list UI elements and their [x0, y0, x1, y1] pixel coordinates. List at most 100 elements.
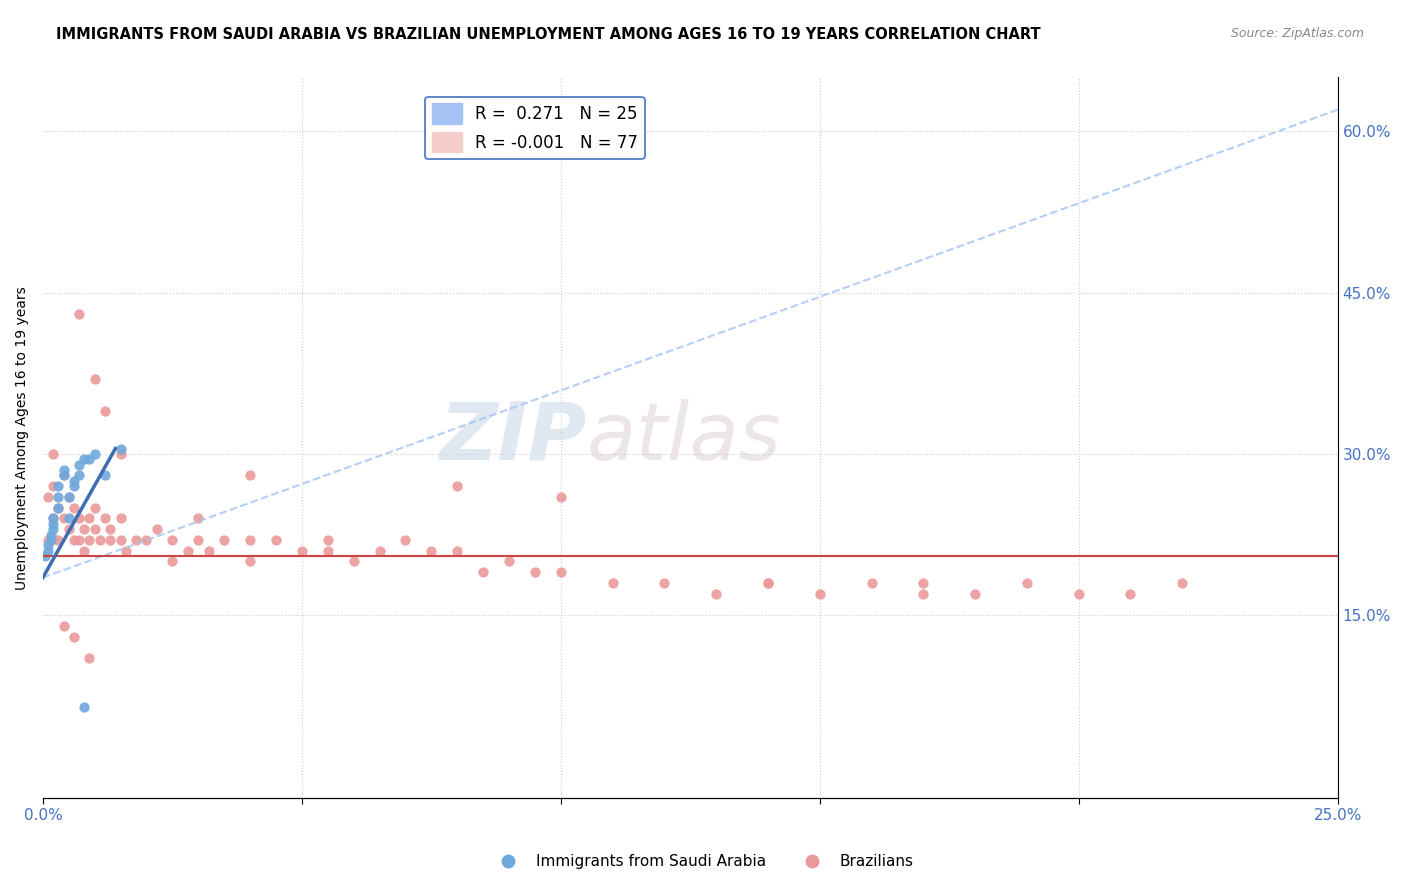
Point — [83, 371, 105, 385]
Point — [187, 511, 209, 525]
Point — [912, 587, 935, 601]
Point — [73, 543, 96, 558]
Point — [52, 463, 75, 477]
Point — [94, 511, 117, 525]
Point — [316, 533, 339, 547]
Point — [39, 533, 62, 547]
Point — [37, 543, 59, 558]
Point — [67, 458, 90, 472]
Point — [420, 543, 443, 558]
Point — [42, 522, 65, 536]
Point — [63, 533, 86, 547]
Point — [187, 533, 209, 547]
Point — [79, 511, 101, 525]
Text: atlas: atlas — [586, 399, 782, 476]
Point — [446, 479, 468, 493]
Point — [239, 554, 262, 568]
Point — [67, 533, 90, 547]
Point — [58, 490, 80, 504]
Point — [602, 576, 624, 591]
Point — [860, 576, 883, 591]
Point — [394, 533, 416, 547]
Point — [48, 500, 70, 515]
Point — [135, 533, 157, 547]
Point — [83, 522, 105, 536]
Point — [67, 511, 90, 525]
Point — [94, 404, 117, 418]
Point — [52, 468, 75, 483]
Point — [89, 533, 111, 547]
Legend: R =  0.271   N = 25, R = -0.001   N = 77: R = 0.271 N = 25, R = -0.001 N = 77 — [425, 96, 645, 159]
Point — [965, 587, 987, 601]
Point — [34, 549, 56, 563]
Point — [654, 576, 676, 591]
Point — [73, 452, 96, 467]
Point — [42, 516, 65, 531]
Point — [756, 576, 779, 591]
Point — [73, 699, 96, 714]
Point — [63, 500, 86, 515]
Point — [316, 543, 339, 558]
Point — [48, 490, 70, 504]
Point — [1067, 587, 1090, 601]
Point — [1015, 576, 1038, 591]
Point — [48, 479, 70, 493]
Point — [291, 543, 314, 558]
Point — [48, 500, 70, 515]
Point — [42, 479, 65, 493]
Point — [177, 543, 200, 558]
Point — [98, 522, 121, 536]
Point — [67, 307, 90, 321]
Text: IMMIGRANTS FROM SAUDI ARABIA VS BRAZILIAN UNEMPLOYMENT AMONG AGES 16 TO 19 YEARS: IMMIGRANTS FROM SAUDI ARABIA VS BRAZILIA… — [56, 27, 1040, 42]
Point — [42, 511, 65, 525]
Point — [67, 468, 90, 483]
Point — [83, 447, 105, 461]
Point — [239, 468, 262, 483]
Point — [42, 511, 65, 525]
Point — [110, 533, 132, 547]
Point — [58, 511, 80, 525]
Point — [446, 543, 468, 558]
Point — [94, 468, 117, 483]
Point — [114, 543, 136, 558]
Point — [52, 468, 75, 483]
Point — [498, 554, 520, 568]
Point — [63, 630, 86, 644]
Point — [39, 527, 62, 541]
Point — [110, 442, 132, 456]
Point — [146, 522, 169, 536]
Point — [37, 490, 59, 504]
Point — [704, 587, 727, 601]
Text: ZIP: ZIP — [439, 399, 586, 476]
Point — [808, 587, 831, 601]
Point — [110, 447, 132, 461]
Y-axis label: Unemployment Among Ages 16 to 19 years: Unemployment Among Ages 16 to 19 years — [15, 285, 30, 590]
Point — [472, 565, 495, 579]
Point — [264, 533, 287, 547]
Point — [162, 554, 184, 568]
Point — [212, 533, 235, 547]
Point — [912, 576, 935, 591]
Point — [550, 490, 572, 504]
Point — [79, 533, 101, 547]
Point — [756, 576, 779, 591]
Point — [63, 479, 86, 493]
Point — [1119, 587, 1142, 601]
Point — [52, 511, 75, 525]
Point — [79, 452, 101, 467]
Point — [73, 522, 96, 536]
Point — [83, 500, 105, 515]
Point — [162, 533, 184, 547]
Point — [58, 522, 80, 536]
Point — [197, 543, 219, 558]
Point — [1171, 576, 1194, 591]
Point — [343, 554, 366, 568]
Text: Source: ZipAtlas.com: Source: ZipAtlas.com — [1230, 27, 1364, 40]
Point — [368, 543, 391, 558]
Point — [550, 565, 572, 579]
Point — [79, 651, 101, 665]
Point — [110, 511, 132, 525]
Legend: Immigrants from Saudi Arabia, Brazilians: Immigrants from Saudi Arabia, Brazilians — [486, 848, 920, 875]
Point — [98, 533, 121, 547]
Point — [125, 533, 148, 547]
